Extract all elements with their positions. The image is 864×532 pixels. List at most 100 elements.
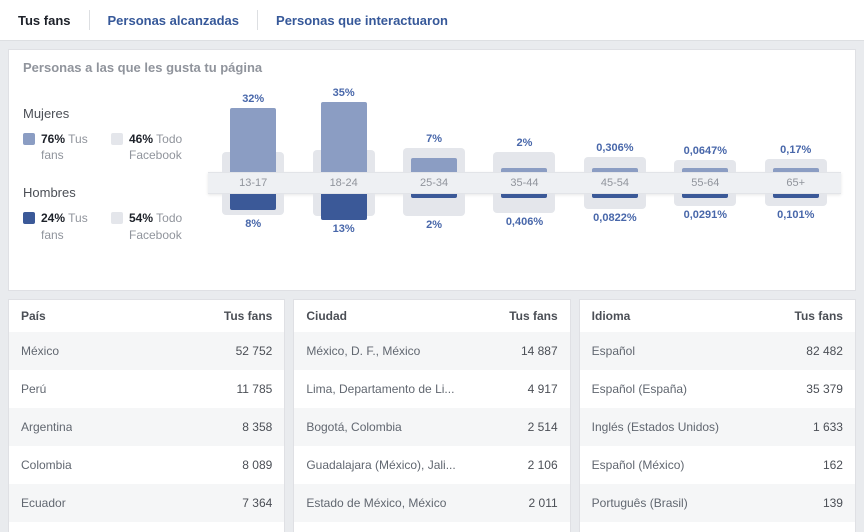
tab-tus-fans[interactable]: Tus fans bbox=[0, 0, 89, 40]
row-value: 82 482 bbox=[806, 344, 843, 358]
bar-fans-men[interactable] bbox=[230, 194, 277, 210]
table-row: Lima, Departamento de Li... 4 917 bbox=[294, 370, 569, 408]
table-row: Colombia 8 089 bbox=[9, 446, 284, 484]
chart-group: 0,17% 65+ 0,101% bbox=[751, 84, 841, 282]
men-zone: 13% bbox=[298, 194, 388, 282]
column-header-name: Ciudad bbox=[306, 309, 347, 323]
bar-fans-women[interactable] bbox=[320, 102, 367, 172]
women-zone: 0,306% bbox=[570, 84, 660, 172]
table-header: Ciudad Tus fans bbox=[294, 300, 569, 332]
bar-all-facebook-men[interactable] bbox=[493, 194, 556, 213]
row-value: 14 887 bbox=[520, 344, 558, 358]
row-value: 35 379 bbox=[806, 382, 843, 396]
men-percent-label: 0,406% bbox=[505, 216, 544, 228]
women-zone: 0,0647% bbox=[660, 84, 750, 172]
legend-women-block: Mujeres 76% Tus fans 46% Todo Facebook bbox=[23, 106, 208, 163]
bar-all-facebook-men[interactable] bbox=[403, 194, 466, 216]
bar-fans-women[interactable] bbox=[682, 168, 729, 172]
row-label: Español bbox=[591, 344, 636, 358]
table-row: Estado de México, México 2 011 bbox=[294, 484, 570, 522]
men-percent-label: 0,0291% bbox=[683, 209, 728, 221]
bar-fans-women[interactable] bbox=[230, 108, 277, 172]
table-row: Guadalajara (México), Jali... 2 106 bbox=[294, 446, 569, 484]
stats-table-2: Idioma Tus fans Español 82 482 Español (Espa… bbox=[578, 299, 856, 532]
women-percent-label: 7% bbox=[426, 133, 442, 145]
men-percent-label: 0,101% bbox=[777, 209, 815, 221]
row-label: Perú bbox=[21, 382, 47, 396]
women-bar-stack bbox=[312, 102, 375, 172]
men-bar-stack bbox=[764, 194, 827, 206]
age-label: 25-34 bbox=[419, 177, 449, 189]
row-label: Colombia bbox=[21, 458, 72, 472]
row-value: 2 011 bbox=[528, 496, 558, 510]
row-label: Ecuador bbox=[21, 496, 66, 510]
row-value: 162 bbox=[822, 458, 843, 472]
chart-group: 0,306% 45-54 0,0822% bbox=[570, 84, 660, 282]
chart-group: 0,0647% 55-64 0,0291% bbox=[660, 84, 750, 282]
bar-fans-women[interactable] bbox=[591, 168, 638, 172]
row-label: Português (Brasil) bbox=[591, 496, 688, 510]
bar-fans-women[interactable] bbox=[501, 168, 548, 172]
men-zone: 0,101% bbox=[751, 194, 841, 282]
bar-fans-men[interactable] bbox=[501, 194, 548, 198]
men-zone: 0,406% bbox=[479, 194, 569, 282]
bar-fans-women[interactable] bbox=[772, 168, 819, 172]
bar-fans-men[interactable] bbox=[411, 194, 458, 198]
legend-men-all: 54% Todo Facebook bbox=[111, 210, 199, 242]
column-header-value: Tus fans bbox=[223, 309, 273, 323]
women-bar-stack bbox=[674, 160, 737, 172]
women-bar-stack bbox=[403, 148, 466, 172]
bar-fans-men[interactable] bbox=[591, 194, 638, 198]
column-header-value: Tus fans bbox=[794, 309, 843, 323]
column-header-name: País bbox=[21, 309, 46, 323]
bar-fans-women[interactable] bbox=[411, 158, 458, 172]
chart-legend: Mujeres 76% Tus fans 46% Todo Facebook H… bbox=[23, 82, 208, 282]
table-row: Inglés (Estados Unidos) 1 633 bbox=[579, 408, 855, 446]
age-gender-chart: 32% 13-17 8% 35% 18-24 13% 7% 25-34 2% 2% 35-44 0,4… bbox=[208, 84, 841, 282]
tab-personas-que-interactuaron[interactable]: Personas que interactuaron bbox=[258, 0, 466, 40]
row-value: 1 633 bbox=[812, 420, 843, 434]
men-zone: 2% bbox=[389, 194, 479, 282]
row-label: México, D. F., México bbox=[306, 344, 421, 358]
women-zone: 0,17% bbox=[751, 84, 841, 172]
row-value: 8 089 bbox=[242, 458, 273, 472]
men-percent-label: 13% bbox=[332, 223, 355, 235]
men-percent-label: 8% bbox=[245, 218, 262, 230]
tab-personas-alcanzadas[interactable]: Personas alcanzadas bbox=[90, 0, 258, 40]
bar-fans-men[interactable] bbox=[682, 194, 729, 198]
bar-fans-men[interactable] bbox=[320, 194, 367, 220]
women-all-value: 46% bbox=[129, 132, 154, 146]
legend-men-fans: 24% Tus fans bbox=[23, 210, 111, 242]
row-value: 7 364 bbox=[242, 496, 273, 510]
age-label: 13-17 bbox=[239, 177, 268, 189]
legend-women-all-text: 46% Todo Facebook bbox=[129, 131, 189, 163]
row-value: 52 752 bbox=[235, 344, 273, 358]
table-row: Português (Brasil) 139 bbox=[579, 484, 855, 522]
legend-women-all: 46% Todo Facebook bbox=[111, 131, 199, 163]
row-label: México bbox=[21, 344, 60, 358]
tab-divider bbox=[88, 10, 90, 30]
men-fans-value: 24% bbox=[41, 211, 66, 226]
tab-tus-fans-label: Tus fans bbox=[18, 12, 71, 28]
row-label: Lima, Departamento de Li... bbox=[306, 382, 455, 396]
stats-table-0: País Tus fans México 52 752 Perú 11 785 Argent… bbox=[8, 299, 286, 532]
bar-fans-men[interactable] bbox=[772, 194, 819, 198]
bar-all-facebook-women[interactable] bbox=[493, 152, 556, 172]
chart-group: 35% 18-24 13% bbox=[298, 84, 388, 282]
legend-women-row: 76% Tus fans 46% Todo Facebook bbox=[23, 131, 208, 163]
row-label: Argentina bbox=[21, 420, 73, 434]
age-label: 65+ bbox=[786, 177, 806, 189]
table-header: Idioma Tus fans bbox=[580, 300, 855, 332]
men-percent-label: 2% bbox=[426, 219, 442, 231]
chart-group: 32% 13-17 8% bbox=[208, 84, 298, 282]
women-bar-stack bbox=[493, 152, 556, 172]
men-all-facebook-swatch-icon bbox=[111, 212, 123, 225]
row-label: Bogotá, Colombia bbox=[306, 420, 402, 434]
tab-divider bbox=[257, 10, 259, 30]
women-percent-label: 35% bbox=[332, 87, 355, 99]
table-body: Español 82 482 Español (España) 35 379 Inglé… bbox=[579, 332, 855, 532]
stats-tables: País Tus fans México 52 752 Perú 11 785 Argent… bbox=[8, 299, 856, 532]
stats-table-1: Ciudad Tus fans México, D. F., México 14 88… bbox=[293, 299, 571, 532]
row-value: 2 106 bbox=[527, 458, 558, 472]
